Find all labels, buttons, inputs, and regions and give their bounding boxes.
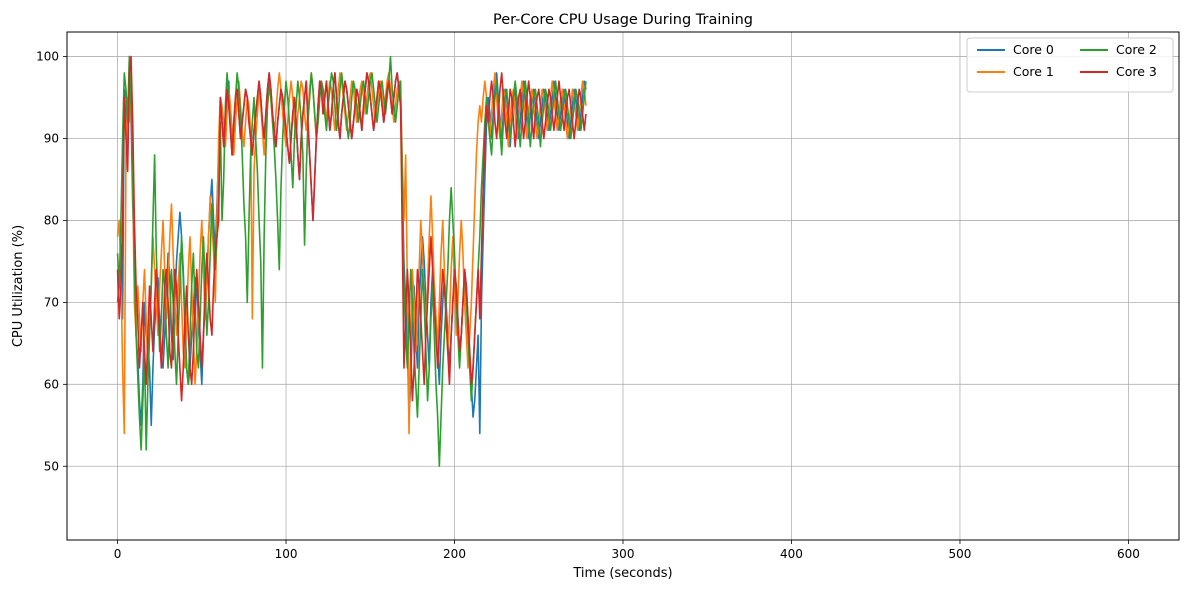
x-tick-label: 500 — [949, 547, 972, 561]
x-tick-label: 100 — [275, 547, 298, 561]
y-tick-label: 50 — [44, 459, 59, 473]
x-tick-label: 600 — [1117, 547, 1140, 561]
y-tick-label: 100 — [36, 50, 59, 64]
y-tick-label: 70 — [44, 295, 59, 309]
y-tick-label: 60 — [44, 377, 59, 391]
legend-label-core-1: Core 1 — [1013, 64, 1054, 79]
y-tick-label: 80 — [44, 213, 59, 227]
x-tick-label: 200 — [443, 547, 466, 561]
x-axis-label: Time (seconds) — [572, 566, 672, 581]
legend-label-core-0: Core 0 — [1013, 42, 1054, 57]
legend-label-core-3: Core 3 — [1116, 64, 1157, 79]
legend: Core 0 Core 1 Core 2 Core 3 — [966, 37, 1174, 93]
chart-title: Per-Core CPU Usage During Training — [493, 12, 753, 28]
legend-box — [966, 37, 1174, 93]
series-line-core-1 — [116, 72, 587, 435]
y-tick-label: 90 — [44, 132, 59, 146]
series-lines — [116, 55, 587, 468]
y-axis-label: CPU Utilization (%) — [11, 225, 26, 347]
x-tick-label: 300 — [612, 547, 635, 561]
legend-label-core-2: Core 2 — [1116, 42, 1157, 57]
axis-ticks: 0 100 200 300 400 500 600 50 60 70 80 90 100 — [36, 50, 1140, 561]
series-line-core-3 — [116, 55, 587, 402]
x-tick-label: 400 — [780, 547, 803, 561]
x-tick-label: 0 — [114, 547, 122, 561]
